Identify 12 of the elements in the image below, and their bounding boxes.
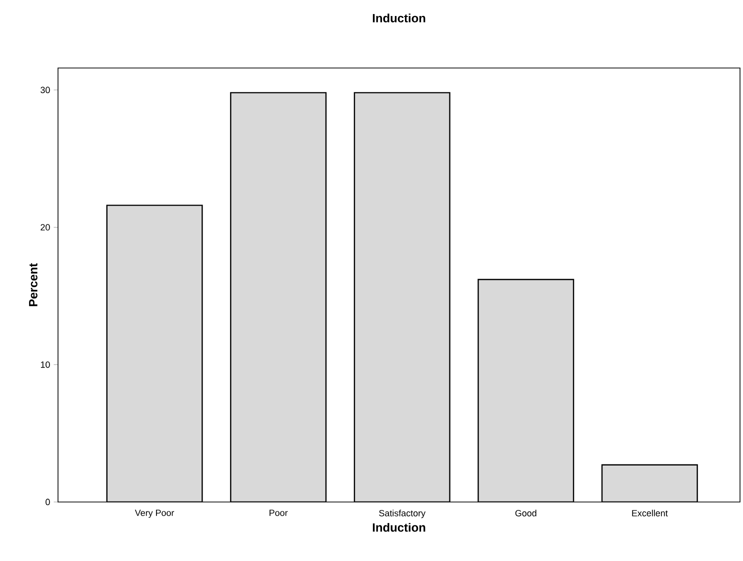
y-tick-label: 10 <box>40 361 50 368</box>
y-tick-label: 0 <box>46 498 50 506</box>
x-axis-title: Induction <box>372 522 426 532</box>
chart-title: Induction <box>372 14 426 22</box>
y-tick-label: 30 <box>40 86 50 94</box>
x-tick-label: Excellent <box>632 510 668 516</box>
y-axis-title: Percent <box>29 263 38 306</box>
x-tick-label: Satisfactory <box>379 510 426 518</box>
y-tick-label: 20 <box>40 224 50 230</box>
x-tick-label: Good <box>515 510 536 516</box>
x-tick-label: Very Poor <box>134 510 174 518</box>
x-tick-label: Poor <box>270 510 288 516</box>
